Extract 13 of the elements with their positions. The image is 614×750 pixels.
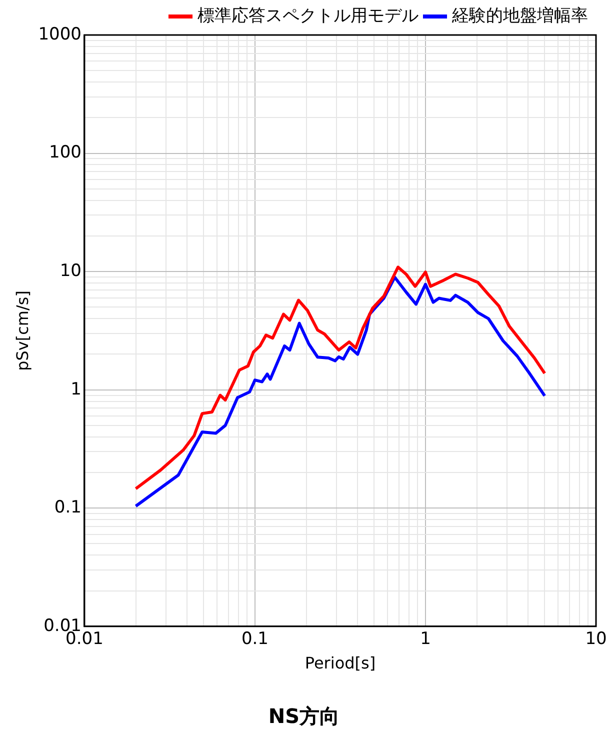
legend-label: 標準応答スペクトル用モデル	[198, 6, 418, 26]
y-tick-label: 1000	[38, 24, 82, 44]
y-axis-title: pSv[cm/s]	[12, 290, 32, 371]
y-tick-label: 100	[49, 142, 82, 163]
y-tick-label: 0.1	[54, 498, 82, 518]
x-tick-label: 10	[585, 629, 607, 650]
x-axis-title: Period[s]	[304, 654, 376, 673]
x-tick-label: 1	[420, 629, 431, 650]
y-tick-label: 10	[60, 260, 82, 281]
y-tick-label: 1	[70, 379, 82, 400]
text: NS方向	[268, 704, 340, 728]
x-tick-label: 0.1	[241, 629, 268, 650]
legend-label: 経験的地盤増幅率	[451, 6, 588, 26]
